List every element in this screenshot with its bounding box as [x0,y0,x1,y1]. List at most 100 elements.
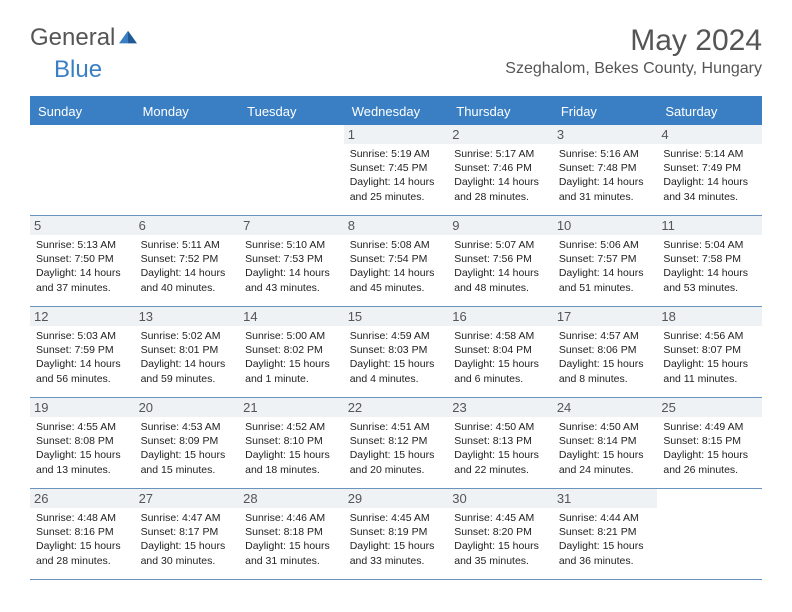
calendar-day-cell: 20 Sunrise: 4:53 AMSunset: 8:09 PMDayligh… [135,398,240,489]
day-number: 17 [553,307,658,326]
calendar-day-cell: 3 Sunrise: 5:16 AMSunset: 7:48 PMDaylight… [553,125,658,216]
day-sun-data: Sunrise: 4:47 AMSunset: 8:17 PMDaylight:… [141,511,234,568]
calendar-day-cell: 10Sunrise: 5:06 AMSunset: 7:57 PMDayligh… [553,216,658,307]
day-sun-data: Sunrise: 4:50 AMSunset: 8:13 PMDaylight:… [454,420,547,477]
day-number: 12 [30,307,135,326]
day-number: 22 [344,398,449,417]
day-number: 28 [239,489,344,508]
day-number: 4 [657,125,762,144]
calendar-body: 1 Sunrise: 5:19 AMSunset: 7:45 PMDaylight… [30,125,762,580]
calendar-day-cell: 6 Sunrise: 5:11 AMSunset: 7:52 PMDaylight… [135,216,240,307]
calendar-day-cell: 30 Sunrise: 4:45 AMSunset: 8:20 PMDayligh… [448,489,553,580]
weekday-header: Wednesday [344,97,449,125]
day-sun-data: Sunrise: 5:02 AMSunset: 8:01 PMDaylight:… [141,329,234,386]
day-sun-data: Sunrise: 5:13 AMSunset: 7:50 PMDaylight:… [36,238,129,295]
logo-triangle-icon [117,29,139,47]
calendar-day-cell: 1 Sunrise: 5:19 AMSunset: 7:45 PMDaylight… [344,125,449,216]
day-number: 1 [344,125,449,144]
day-number: 16 [448,307,553,326]
day-sun-data: Sunrise: 4:49 AMSunset: 8:15 PMDaylight:… [663,420,756,477]
weekday-header: Saturday [657,97,762,125]
month-title: May 2024 [505,24,762,58]
day-number: 14 [239,307,344,326]
day-sun-data: Sunrise: 4:58 AMSunset: 8:04 PMDaylight:… [454,329,547,386]
day-sun-data: Sunrise: 5:19 AMSunset: 7:45 PMDaylight:… [350,147,443,204]
calendar-day-cell: 11 Sunrise: 5:04 AMSunset: 7:58 PMDayligh… [657,216,762,307]
calendar-day-cell: 4Sunrise: 5:14 AMSunset: 7:49 PMDaylight… [657,125,762,216]
day-number: 20 [135,398,240,417]
weekday-header: Tuesday [239,97,344,125]
day-sun-data: Sunrise: 4:57 AMSunset: 8:06 PMDaylight:… [559,329,652,386]
calendar-day-cell: 14 Sunrise: 5:00 AMSunset: 8:02 PMDayligh… [239,307,344,398]
calendar-day-cell: 22 Sunrise: 4:51 AMSunset: 8:12 PMDayligh… [344,398,449,489]
day-sun-data: Sunrise: 5:10 AMSunset: 7:53 PMDaylight:… [245,238,338,295]
day-number: 5 [30,216,135,235]
calendar-day-cell: 27 Sunrise: 4:47 AMSunset: 8:17 PMDayligh… [135,489,240,580]
day-number: 29 [344,489,449,508]
calendar-day-cell: 19Sunrise: 4:55 AMSunset: 8:08 PMDayligh… [30,398,135,489]
day-sun-data: Sunrise: 4:45 AMSunset: 8:20 PMDaylight:… [454,511,547,568]
calendar-day-cell: 25 Sunrise: 4:49 AMSunset: 8:15 PMDayligh… [657,398,762,489]
calendar-day-cell: 8Sunrise: 5:08 AMSunset: 7:54 PMDaylight… [344,216,449,307]
day-number: 11 [657,216,762,235]
calendar-day-cell: 31Sunrise: 4:44 AMSunset: 8:21 PMDayligh… [553,489,658,580]
calendar-week-row: 5 Sunrise: 5:13 AMSunset: 7:50 PMDaylight… [30,216,762,307]
calendar-empty-cell [239,125,344,216]
calendar-day-cell: 15Sunrise: 4:59 AMSunset: 8:03 PMDayligh… [344,307,449,398]
day-sun-data: Sunrise: 5:08 AMSunset: 7:54 PMDaylight:… [350,238,443,295]
weekday-header: Thursday [448,97,553,125]
calendar-empty-cell [657,489,762,580]
logo-text-general: General [30,24,115,52]
calendar-day-cell: 28 Sunrise: 4:46 AMSunset: 8:18 PMDayligh… [239,489,344,580]
day-number: 25 [657,398,762,417]
weekday-header-row: SundayMondayTuesdayWednesdayThursdayFrid… [30,97,762,125]
logo: General [30,24,141,52]
day-number: 2 [448,125,553,144]
day-sun-data: Sunrise: 5:06 AMSunset: 7:57 PMDaylight:… [559,238,652,295]
day-sun-data: Sunrise: 5:11 AMSunset: 7:52 PMDaylight:… [141,238,234,295]
day-sun-data: Sunrise: 4:53 AMSunset: 8:09 PMDaylight:… [141,420,234,477]
day-number: 9 [448,216,553,235]
calendar-day-cell: 5 Sunrise: 5:13 AMSunset: 7:50 PMDaylight… [30,216,135,307]
day-number: 26 [30,489,135,508]
day-number: 23 [448,398,553,417]
day-sun-data: Sunrise: 4:48 AMSunset: 8:16 PMDaylight:… [36,511,129,568]
calendar-day-cell: 17 Sunrise: 4:57 AMSunset: 8:06 PMDayligh… [553,307,658,398]
day-number: 13 [135,307,240,326]
title-block: May 2024 Szeghalom, Bekes County, Hungar… [505,24,762,78]
calendar-week-row: 12Sunrise: 5:03 AMSunset: 7:59 PMDayligh… [30,307,762,398]
day-sun-data: Sunrise: 4:52 AMSunset: 8:10 PMDaylight:… [245,420,338,477]
calendar-day-cell: 29 Sunrise: 4:45 AMSunset: 8:19 PMDayligh… [344,489,449,580]
day-sun-data: Sunrise: 5:16 AMSunset: 7:48 PMDaylight:… [559,147,652,204]
calendar-day-cell: 13 Sunrise: 5:02 AMSunset: 8:01 PMDayligh… [135,307,240,398]
calendar-day-cell: 21Sunrise: 4:52 AMSunset: 8:10 PMDayligh… [239,398,344,489]
day-number: 6 [135,216,240,235]
location-text: Szeghalom, Bekes County, Hungary [505,60,762,78]
calendar-week-row: 26 Sunrise: 4:48 AMSunset: 8:16 PMDayligh… [30,489,762,580]
calendar-day-cell: 16 Sunrise: 4:58 AMSunset: 8:04 PMDayligh… [448,307,553,398]
day-sun-data: Sunrise: 4:46 AMSunset: 8:18 PMDaylight:… [245,511,338,568]
day-number: 30 [448,489,553,508]
day-number: 27 [135,489,240,508]
day-number: 18 [657,307,762,326]
calendar-day-cell: 7 Sunrise: 5:10 AMSunset: 7:53 PMDaylight… [239,216,344,307]
day-sun-data: Sunrise: 4:51 AMSunset: 8:12 PMDaylight:… [350,420,443,477]
day-sun-data: Sunrise: 4:45 AMSunset: 8:19 PMDaylight:… [350,511,443,568]
day-sun-data: Sunrise: 4:50 AMSunset: 8:14 PMDaylight:… [559,420,652,477]
day-sun-data: Sunrise: 5:00 AMSunset: 8:02 PMDaylight:… [245,329,338,386]
logo-text-blue: Blue [54,56,102,83]
calendar-week-row: 19Sunrise: 4:55 AMSunset: 8:08 PMDayligh… [30,398,762,489]
day-number: 7 [239,216,344,235]
calendar-day-cell: 9 Sunrise: 5:07 AMSunset: 7:56 PMDaylight… [448,216,553,307]
day-number: 3 [553,125,658,144]
calendar-day-cell: 12Sunrise: 5:03 AMSunset: 7:59 PMDayligh… [30,307,135,398]
calendar-week-row: 1 Sunrise: 5:19 AMSunset: 7:45 PMDaylight… [30,125,762,216]
day-number: 19 [30,398,135,417]
weekday-header: Monday [135,97,240,125]
calendar-day-cell: 18Sunrise: 4:56 AMSunset: 8:07 PMDayligh… [657,307,762,398]
calendar-day-cell: 24 Sunrise: 4:50 AMSunset: 8:14 PMDayligh… [553,398,658,489]
day-sun-data: Sunrise: 5:07 AMSunset: 7:56 PMDaylight:… [454,238,547,295]
weekday-header: Friday [553,97,658,125]
day-sun-data: Sunrise: 5:04 AMSunset: 7:58 PMDaylight:… [663,238,756,295]
day-number: 24 [553,398,658,417]
